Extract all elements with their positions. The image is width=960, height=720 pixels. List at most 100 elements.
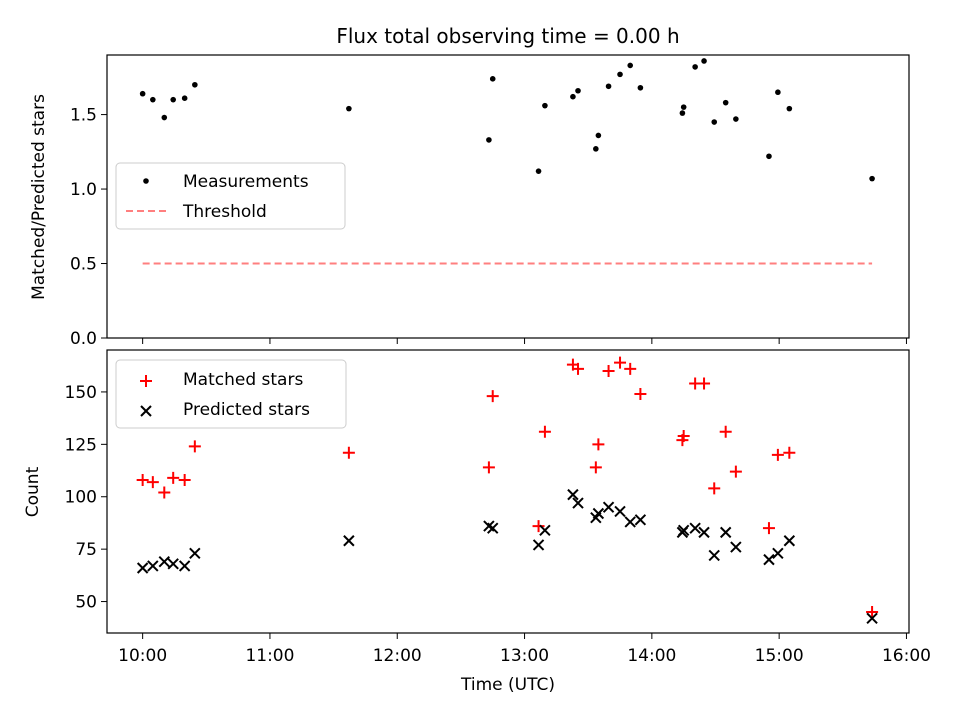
measurement-point xyxy=(535,168,542,174)
matched-star-point xyxy=(158,486,171,499)
matched-star-point xyxy=(592,438,605,451)
matched-star-point xyxy=(677,429,690,442)
x-tick-label: 11:00 xyxy=(245,646,294,666)
matched-star-point xyxy=(866,606,879,619)
x-tick-label: 13:00 xyxy=(500,646,549,666)
predicted-star-point xyxy=(783,535,796,547)
measurement-point xyxy=(617,71,623,78)
predicted-star-point xyxy=(167,558,179,570)
predicted-star-point xyxy=(708,549,720,562)
bottom-plot-frame xyxy=(106,349,910,634)
measurement-point xyxy=(593,146,599,152)
matched-star-point xyxy=(589,461,602,474)
chart-title: Flux total observing time = 0.00 h xyxy=(336,24,679,48)
bottom-y-tick-label: 150 xyxy=(65,383,97,403)
predicted-star-point xyxy=(719,526,732,539)
top-y-axis-label: Matched/Predicted stars xyxy=(29,94,49,300)
measurement-point xyxy=(181,95,188,101)
matched-star-point xyxy=(482,461,495,474)
measurement-point xyxy=(869,175,875,182)
predicted-star-point xyxy=(634,514,647,526)
matched-star-point xyxy=(634,388,647,401)
matched-star-point xyxy=(486,390,499,403)
matched-star-point xyxy=(729,465,742,478)
measurement-point xyxy=(701,58,707,64)
matched-star-point xyxy=(719,425,732,438)
x-tick-label: 14:00 xyxy=(627,646,676,666)
matched-star-point xyxy=(698,377,711,390)
legend-measurements-marker xyxy=(143,178,149,184)
top-legend: Measurements Threshold xyxy=(115,162,346,230)
measurement-point xyxy=(575,87,581,94)
measurement-point xyxy=(570,93,576,100)
bottom-y-tick-label: 125 xyxy=(65,435,97,455)
predicted-star-point xyxy=(866,612,878,625)
bottom-legend: Matched stars Predicted stars xyxy=(115,359,347,429)
top-y-tick-label: 1.0 xyxy=(70,180,97,200)
top-y-tick-label: 0.5 xyxy=(70,255,97,275)
matched-star-point xyxy=(538,425,551,438)
bottom-y-tick-label: 75 xyxy=(75,540,97,560)
legend-matched-label: Matched stars xyxy=(183,370,303,390)
legend-measurements-label: Measurements xyxy=(183,172,309,192)
measurement-point xyxy=(139,90,146,97)
matched-star-point xyxy=(188,440,201,453)
predicted-star-point xyxy=(763,553,775,566)
top-x-ticks xyxy=(142,338,907,344)
predicted-star-point xyxy=(677,524,690,536)
matched-star-point xyxy=(614,356,627,369)
x-tick-label: 16:00 xyxy=(882,646,931,666)
legend-threshold-label: Threshold xyxy=(182,202,267,222)
matched-star-point xyxy=(178,473,191,486)
predicted-star-point xyxy=(532,539,545,551)
bottom-x-ticks: 10:00 11:00 12:00 13:00 14:00 15:00 16:00 xyxy=(118,633,931,666)
bottom-y-tick-label: 50 xyxy=(75,593,97,613)
measurement-point xyxy=(192,81,198,88)
top-y-tick-label: 1.5 xyxy=(70,106,97,126)
matched-star-point xyxy=(136,473,149,486)
measurement-point xyxy=(637,84,644,91)
measurement-point xyxy=(722,99,729,106)
top-legend-box xyxy=(115,162,346,230)
predicted-star-point xyxy=(567,488,579,501)
measurement-point xyxy=(161,114,168,121)
predicted-star-point xyxy=(602,501,615,513)
top-data-marks xyxy=(139,58,875,265)
measurement-point xyxy=(711,119,718,125)
measurement-point xyxy=(680,104,687,110)
predicted-star-point xyxy=(147,560,159,572)
matched-star-point xyxy=(708,482,721,495)
predicted-star-point xyxy=(158,556,170,568)
top-plot-frame xyxy=(106,54,910,339)
x-tick-label: 10:00 xyxy=(118,646,167,666)
measurement-point xyxy=(486,137,492,143)
predicted-star-point xyxy=(487,522,499,534)
predicted-star-point xyxy=(614,505,626,518)
predicted-star-point xyxy=(539,524,551,536)
top-panel: 0.0 0.5 1.0 1.5 Matched/Predicted stars Mea… xyxy=(29,54,910,349)
predicted-star-point xyxy=(189,547,201,560)
bottom-y-ticks: 50 75 100 125 150 xyxy=(65,383,107,613)
measurement-point xyxy=(766,153,772,160)
matched-star-point xyxy=(167,471,180,484)
bottom-legend-box xyxy=(115,359,347,429)
measurement-point xyxy=(489,76,496,82)
predicted-star-point xyxy=(624,516,636,528)
x-axis-label: Time (UTC) xyxy=(460,675,555,695)
measurement-point xyxy=(679,110,686,116)
predicted-star-point xyxy=(178,560,191,572)
measurement-point xyxy=(170,96,176,103)
predicted-star-point xyxy=(343,535,355,547)
bottom-y-tick-label: 100 xyxy=(65,488,97,508)
legend-predicted-marker xyxy=(140,405,152,417)
measurement-point xyxy=(786,105,793,112)
matched-star-point xyxy=(783,446,796,459)
measurement-point xyxy=(542,102,548,109)
matched-star-point xyxy=(771,448,784,461)
top-y-tick-label: 0.0 xyxy=(70,329,97,349)
top-y-ticks: 0.0 0.5 1.0 1.5 xyxy=(70,106,107,349)
measurement-point xyxy=(692,64,698,70)
measurement-point xyxy=(150,96,156,103)
